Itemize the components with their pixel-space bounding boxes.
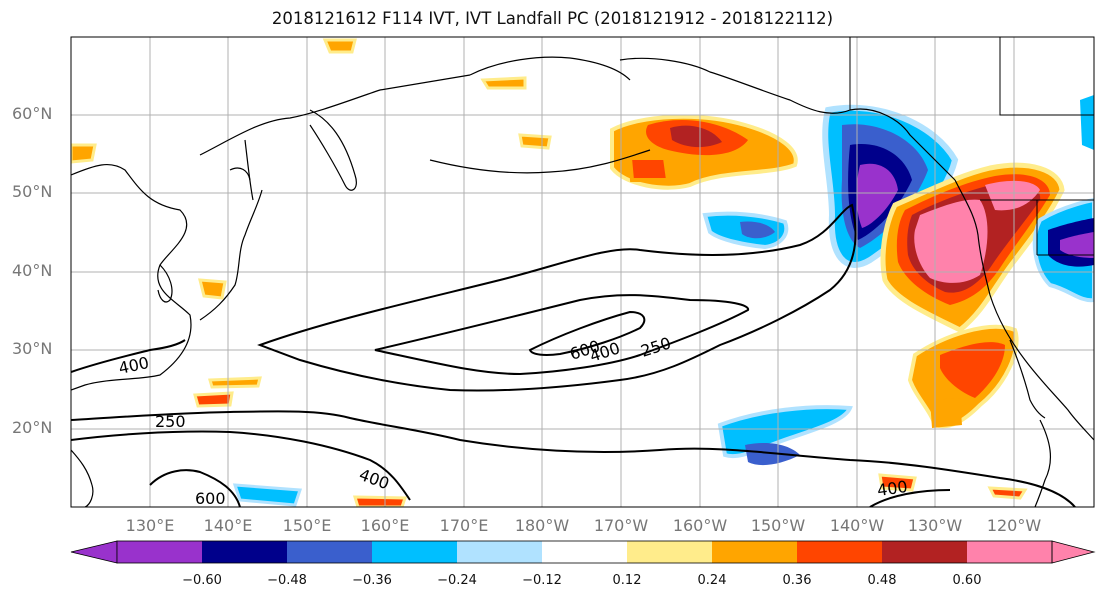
anomaly-small-6 xyxy=(193,391,234,408)
anomaly-small-11 xyxy=(987,486,1028,500)
siberia-coast xyxy=(199,74,471,156)
colorbar-swatch xyxy=(287,541,372,563)
anomaly-small-9 xyxy=(627,156,671,182)
plot-frame xyxy=(70,36,1095,508)
baja-coast xyxy=(1009,339,1046,419)
lon-label: 180°W xyxy=(514,516,570,535)
lon-label: 120°W xyxy=(986,516,1042,535)
anomaly-negative-core xyxy=(856,163,898,228)
contour-400-mid xyxy=(374,294,750,376)
colorbar-swatch xyxy=(797,541,882,563)
sakhalin xyxy=(244,139,254,201)
anomaly-small-7 xyxy=(232,483,303,507)
gridlines xyxy=(71,37,1094,507)
contour-600-south xyxy=(149,469,241,507)
lon-label: 130°W xyxy=(907,516,963,535)
anomaly-coast-pink xyxy=(914,199,988,283)
colorbar-tick-label: −0.12 xyxy=(522,573,562,588)
colorbar-tick-label: 0.60 xyxy=(952,573,982,588)
anomaly-subtropical-red xyxy=(940,342,1005,398)
lon-label: 150°E xyxy=(282,516,332,535)
colorbar-swatch xyxy=(117,541,202,563)
anomaly-subtropical-small xyxy=(930,398,962,428)
lon-label: 170°E xyxy=(439,516,489,535)
contour-600-inner xyxy=(528,310,646,356)
coastlines xyxy=(71,56,1094,507)
contour-label: 250 xyxy=(155,412,186,431)
anomaly-midpacific-core xyxy=(740,221,775,239)
colorbar-right-arrow xyxy=(1051,540,1096,564)
anomaly-coast-pink2 xyxy=(985,180,1040,211)
colorbar-swatch xyxy=(372,541,457,563)
philippines xyxy=(71,449,94,507)
colorbar-swatch xyxy=(457,541,542,563)
colorbar-tick-label: −0.24 xyxy=(437,573,477,588)
anomaly-small-2 xyxy=(480,76,527,90)
na-west-coast xyxy=(954,179,1094,441)
anomaly-small-1 xyxy=(322,38,357,54)
contour-west-400 xyxy=(71,339,186,373)
lat-label: 40°N xyxy=(12,261,53,280)
colorbar xyxy=(70,540,1096,564)
lon-label: 130°E xyxy=(125,516,175,535)
lon-label: 160°W xyxy=(672,516,728,535)
contour-400-east xyxy=(869,489,951,507)
anomaly-small-3 xyxy=(71,143,97,164)
contour-250-south xyxy=(71,410,1076,507)
colorbar-tick-label: −0.48 xyxy=(267,573,307,588)
contour-label: 400 xyxy=(876,477,909,500)
anomaly-small-12 xyxy=(352,495,408,507)
contour-250-outer xyxy=(257,203,857,392)
anomaly-ne-negative xyxy=(1080,95,1094,150)
colorbar-tick-label: 0.36 xyxy=(782,573,812,588)
lon-label: 140°E xyxy=(203,516,253,535)
colorbar-swatch xyxy=(882,541,967,563)
korea-peninsula xyxy=(157,264,173,303)
chukotka xyxy=(469,56,631,81)
colorbar-tick-label: 0.24 xyxy=(697,573,727,588)
colorbar-swatch xyxy=(542,541,627,563)
mexico-coast xyxy=(1034,419,1051,507)
colorbar-swatch xyxy=(202,541,287,563)
lon-label: 140°W xyxy=(829,516,885,535)
colorbar-swatch xyxy=(967,541,1052,563)
lon-label: 160°E xyxy=(360,516,410,535)
contour-label: 600 xyxy=(195,489,226,508)
lat-label: 60°N xyxy=(12,104,53,123)
anomaly-inland-core xyxy=(1060,232,1094,258)
colorbar-tick-label: 0.48 xyxy=(867,573,897,588)
borders xyxy=(849,37,1094,256)
aleutians xyxy=(429,149,651,174)
anomaly-small-8 xyxy=(518,133,552,150)
lon-label: 150°W xyxy=(750,516,806,535)
colorbar-left-arrow xyxy=(70,540,118,564)
colorbar-tick-label: 0.12 xyxy=(612,573,642,588)
colorbar-swatch xyxy=(627,541,712,563)
alaska-coast xyxy=(619,57,956,181)
kamchatka xyxy=(309,109,357,191)
lon-label: 170°W xyxy=(593,516,649,535)
colorbar-frame xyxy=(116,540,1053,564)
contour-400-south xyxy=(71,430,411,501)
ivt-contours xyxy=(71,203,1076,507)
anomaly-small-5 xyxy=(208,376,262,389)
lat-label: 30°N xyxy=(12,339,53,358)
colorbar-tick-label: −0.60 xyxy=(182,573,222,588)
anomaly-small-4 xyxy=(198,278,227,300)
colorbar-tick-label: −0.36 xyxy=(352,573,392,588)
anomaly-alaska-inner xyxy=(670,125,722,148)
lat-label: 20°N xyxy=(12,418,53,437)
anomaly-small-10 xyxy=(878,473,917,492)
map-title: 2018121612 F114 IVT, IVT Landfall PC (20… xyxy=(271,9,834,28)
lat-label: 50°N xyxy=(12,182,53,201)
colorbar-swatch xyxy=(712,541,797,563)
